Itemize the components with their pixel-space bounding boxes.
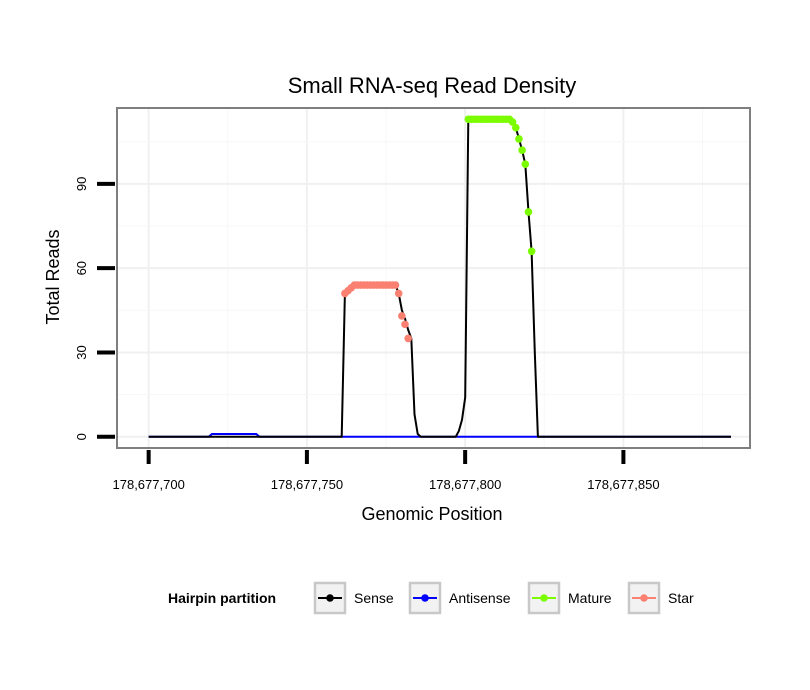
x-axis-title: Genomic Position: [361, 504, 502, 524]
legend-title: Hairpin partition: [168, 590, 276, 606]
data-point-star: [398, 312, 406, 320]
legend-item-antisense: Antisense: [408, 581, 511, 615]
series-line-sense: [148, 118, 731, 438]
legend-key-point: [640, 594, 648, 602]
y-tick-label: 90: [74, 177, 89, 191]
x-tick-label: 178,677,700: [113, 477, 185, 492]
data-point-star: [401, 320, 409, 329]
data-point-mature: [508, 118, 517, 126]
data-point-mature: [511, 123, 520, 132]
data-point-mature: [518, 146, 526, 154]
data-point-star: [404, 334, 412, 343]
x-tick-label: 178,677,800: [429, 477, 501, 492]
series-points: [341, 115, 536, 343]
data-point-mature: [521, 160, 530, 168]
data-point-mature: [524, 208, 533, 216]
data-point-star: [394, 289, 403, 298]
y-tick-label: 60: [74, 261, 89, 275]
legend-item-sense: Sense: [313, 581, 394, 615]
legend: Hairpin partition Sense Antisense Mature St…: [168, 581, 694, 615]
data-point-mature: [527, 247, 536, 256]
y-tick-label: 30: [74, 345, 89, 359]
y-axis: 0 30 60 90: [74, 177, 115, 440]
y-axis-title: Total Reads: [43, 229, 63, 324]
series-lines: [148, 118, 731, 438]
x-tick-label: 178,677,750: [271, 477, 343, 492]
legend-item-star: Star: [627, 581, 694, 615]
data-point-mature: [515, 135, 523, 143]
x-axis: 178,677,700 178,677,750 178,677,800 178,677…: [113, 450, 660, 492]
legend-key-point: [326, 594, 334, 602]
grid-lines: [117, 108, 750, 448]
legend-label: Antisense: [449, 590, 511, 606]
plot-panel-border: [116, 107, 751, 449]
y-tick-label: 0: [74, 433, 89, 440]
legend-label: Star: [668, 590, 694, 606]
legend-item-mature: Mature: [527, 581, 612, 615]
legend-label: Mature: [568, 590, 612, 606]
data-point-star: [391, 281, 400, 289]
x-tick-label: 178,677,850: [587, 477, 659, 492]
chart-title: Small RNA-seq Read Density: [288, 73, 577, 98]
legend-key-point: [540, 594, 548, 602]
legend-key-point: [421, 594, 429, 602]
legend-label: Sense: [354, 590, 394, 606]
